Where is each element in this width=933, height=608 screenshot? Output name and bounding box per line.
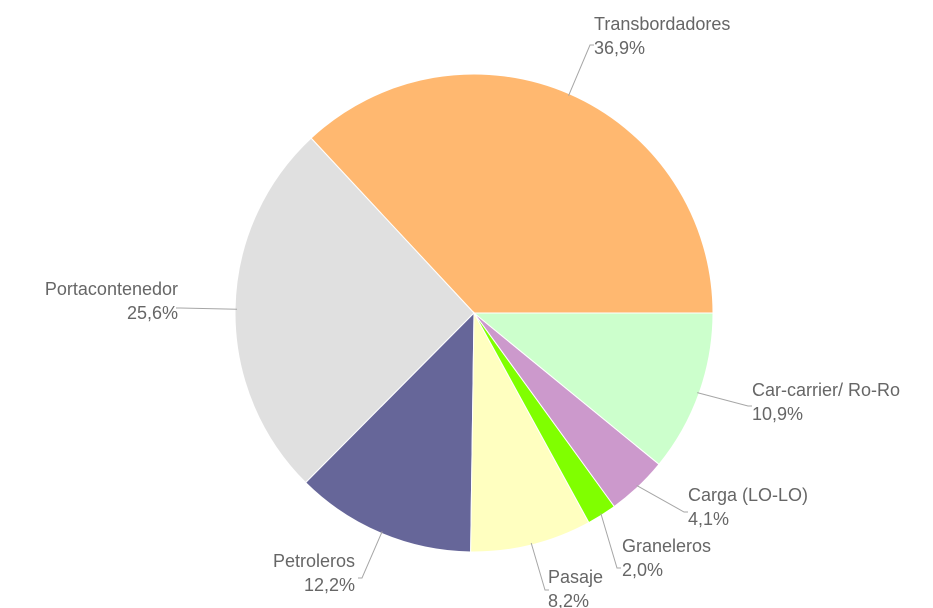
slice-label: Petroleros	[273, 551, 355, 571]
leader-line	[358, 531, 383, 579]
slice-value-label: 2,0%	[622, 560, 663, 580]
slice-value-label: 36,9%	[594, 38, 645, 58]
slice-label: Portacontenedor	[45, 279, 178, 299]
slice-value-label: 4,1%	[688, 509, 729, 529]
leader-line	[530, 542, 549, 591]
slice-label: Car-carrier/ Ro-Ro	[752, 380, 900, 400]
leader-line	[600, 513, 621, 569]
leader-line	[697, 392, 752, 407]
slice-value-label: 10,9%	[752, 404, 803, 424]
leader-line	[636, 484, 688, 513]
slice-label: Pasaje	[548, 567, 603, 587]
slice-label: Carga (LO-LO)	[688, 485, 808, 505]
slice-label: Transbordadores	[594, 14, 730, 34]
slice-value-label: 12,2%	[304, 575, 355, 595]
leader-line	[176, 307, 238, 310]
leader-line	[568, 44, 594, 96]
slice-label: Graneleros	[622, 536, 711, 556]
slice-value-label: 8,2%	[548, 591, 589, 608]
slice-value-label: 25,6%	[127, 303, 178, 323]
